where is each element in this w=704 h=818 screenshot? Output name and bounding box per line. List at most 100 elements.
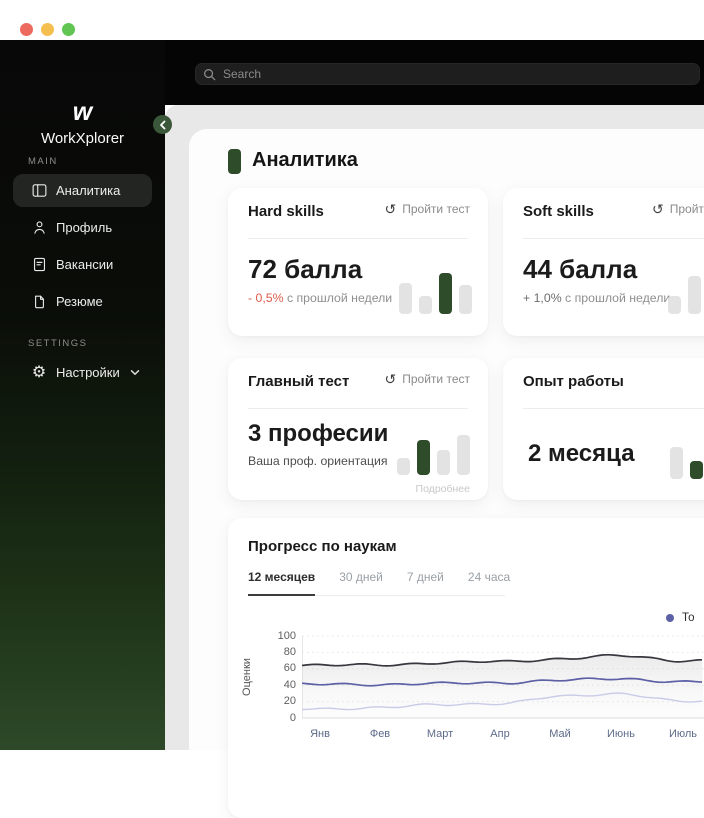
x-tick-label: Янв (310, 728, 330, 740)
brand-name: WorkXplorer (40, 130, 125, 147)
legend-label: То (682, 612, 695, 624)
progress-card: Прогресс по наукам 12 месяцев 30 дней 7 дн… (228, 518, 704, 818)
tab-12m[interactable]: 12 месяцев (248, 570, 316, 596)
sparkline-bar (668, 296, 681, 314)
period-tabs: 12 месяцев 30 дней 7 дней 24 часа (248, 570, 510, 596)
y-tick-label: 20 (283, 695, 296, 708)
soft-skills-card: Soft skills ↺ Пройти тест 44 балла + 1,0… (503, 188, 704, 336)
chevron-left-icon (159, 120, 165, 129)
sparkline-bar (417, 440, 430, 475)
divider (248, 238, 468, 239)
divider (248, 408, 468, 409)
experience-value: 2 месяца (528, 440, 635, 467)
score-value: 72 балла (248, 254, 363, 284)
sidebar-item-settings[interactable]: ⚙ Настройки (13, 356, 152, 389)
user-icon (30, 219, 48, 237)
tab-30d[interactable]: 30 дней (339, 570, 383, 584)
topbar (165, 40, 704, 105)
document-lines-icon (30, 256, 48, 274)
sparkline-bar (419, 296, 432, 314)
sparkline-bar (399, 283, 412, 314)
experience-sparkline (670, 447, 703, 479)
card-title: Soft skills (523, 203, 594, 220)
score-delta: - 0,5% с прошлой недели (248, 291, 393, 305)
sparkline-bar (688, 276, 701, 314)
sparkline-bar (459, 285, 472, 314)
app-logo: w (72, 98, 93, 126)
sparkline-bar (457, 435, 470, 475)
sidebar: w WorkXplorer MAIN Аналитика Профиль Ваканс… (0, 40, 165, 750)
sparkline-bar (690, 461, 703, 479)
card-subtitle: Ваша проф. ориентация (248, 454, 388, 468)
sidebar-item-analytics[interactable]: Аналитика (13, 174, 152, 207)
search-input[interactable] (221, 66, 699, 82)
delta-value: - 0,5% (248, 291, 284, 305)
retake-icon: ↺ (384, 201, 397, 217)
close-window-button[interactable] (20, 23, 33, 36)
gear-icon: ⚙ (31, 363, 47, 381)
score-value: 44 балла (523, 254, 638, 284)
nav-section-label: SETTINGS (28, 338, 88, 349)
y-tick-label: 0 (289, 711, 296, 724)
sidebar-item-label: Настройки (56, 365, 120, 380)
hard-skills-card: Hard skills ↺ Пройти тест 72 балла - 0,5… (228, 188, 488, 336)
sidebar-item-label: Аналитика (56, 183, 121, 198)
y-tick-label: 40 (283, 678, 296, 691)
sidebar-collapse-button[interactable] (153, 115, 172, 134)
x-tick-label: Апр (490, 728, 510, 740)
page-title-badge (228, 149, 241, 174)
x-tick-label: Июль (668, 728, 698, 740)
retake-icon: ↺ (652, 201, 664, 217)
take-test-link[interactable]: ↺ Пройти тест (384, 201, 470, 217)
window-titlebar (0, 3, 704, 40)
page-title: Аналитика (252, 149, 358, 171)
chart-legend: То (666, 612, 695, 624)
hard-skills-sparkline (399, 273, 472, 314)
panel-layout-icon (30, 182, 48, 200)
details-link[interactable]: Подробнее (415, 483, 470, 495)
card-title: Опыт работы (523, 373, 624, 390)
search-icon (204, 68, 216, 80)
y-tick-label: 60 (283, 662, 296, 675)
x-tick-label: Июнь (607, 728, 635, 740)
sidebar-item-label: Резюме (56, 294, 103, 309)
y-tick-label: 80 (283, 645, 296, 658)
divider (523, 238, 704, 239)
card-title: Главный тест (248, 373, 350, 390)
x-tick-label: Фев (369, 728, 391, 740)
minimize-window-button[interactable] (41, 23, 54, 36)
card-title: Hard skills (248, 203, 324, 220)
search-box[interactable] (195, 63, 700, 85)
sidebar-item-label: Профиль (56, 220, 113, 235)
take-test-link[interactable]: ↺ Пройти тест (652, 201, 704, 217)
score-delta: + 1,0% с прошлой недели (523, 291, 671, 305)
tab-7d[interactable]: 7 дней (406, 570, 444, 584)
divider (523, 408, 704, 409)
sparkline-bar (439, 273, 452, 314)
retake-icon: ↺ (384, 371, 397, 387)
experience-card: Опыт работы 2 месяца (503, 358, 704, 500)
legend-dot (666, 614, 674, 622)
sidebar-nav: MAIN Аналитика Профиль Вакансии Резюме SETTIN… (0, 156, 165, 393)
x-tick-label: Май (549, 728, 571, 740)
take-test-link[interactable]: ↺ Пройти тест (384, 371, 470, 387)
sidebar-item-profile[interactable]: Профиль (13, 211, 152, 244)
sidebar-item-vacancies[interactable]: Вакансии (13, 248, 152, 281)
sparkline-bar (670, 447, 683, 479)
zoom-window-button[interactable] (62, 23, 75, 36)
y-tick-label: 100 (277, 629, 296, 642)
sparkline-bar (437, 450, 450, 475)
nav-section-label: MAIN (28, 156, 58, 167)
chevron-down-icon (130, 369, 140, 376)
main-test-sparkline (397, 435, 470, 475)
main-test-card: Главный тест ↺ Пройти тест 3 професии Ва… (228, 358, 488, 500)
tab-24h[interactable]: 24 часа (467, 570, 511, 584)
professions-value: 3 професии (248, 420, 389, 447)
sidebar-item-label: Вакансии (56, 257, 114, 272)
soft-skills-sparkline (668, 276, 701, 314)
x-tick-label: Март (426, 728, 454, 740)
delta-value: + 1,0% (523, 291, 562, 305)
sidebar-item-resume[interactable]: Резюме (13, 285, 152, 318)
document-icon (30, 293, 48, 311)
sparkline-bar (397, 458, 410, 475)
